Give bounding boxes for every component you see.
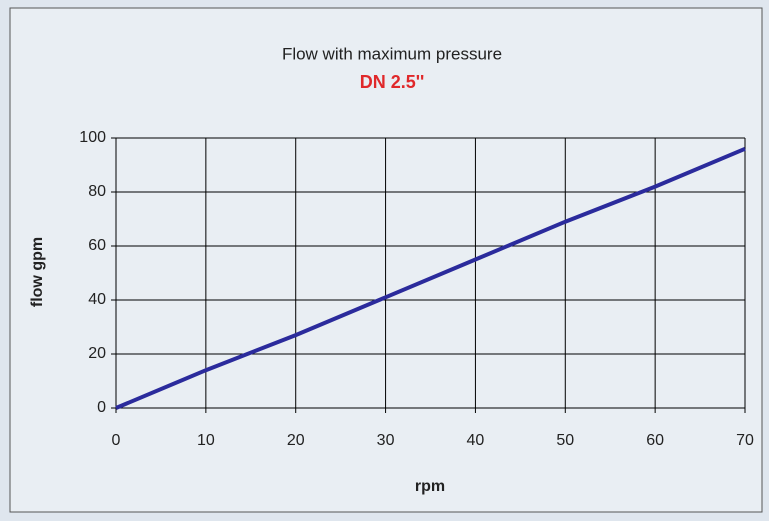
- x-tick-label: 0: [112, 432, 121, 449]
- y-tick-label: 20: [88, 345, 106, 362]
- y-tick-label: 0: [97, 399, 106, 416]
- y-tick-label: 80: [88, 183, 106, 200]
- x-tick-label: 70: [736, 432, 754, 449]
- x-tick-label: 50: [556, 432, 574, 449]
- y-tick-label: 60: [88, 237, 106, 254]
- chart-subtitle: DN 2.5'': [360, 72, 425, 92]
- x-axis-label: rpm: [415, 478, 445, 495]
- y-tick-label: 40: [88, 291, 106, 308]
- x-tick-label: 10: [197, 432, 215, 449]
- y-axis-label: flow gpm: [29, 237, 46, 307]
- y-tick-label: 100: [79, 129, 106, 146]
- page: Flow with maximum pressure DN 2.5'' rpm …: [0, 0, 769, 516]
- x-tick-label: 60: [646, 432, 664, 449]
- x-tick-label: 40: [467, 432, 485, 449]
- x-tick-label: 20: [287, 432, 305, 449]
- x-tick-label: 30: [377, 432, 395, 449]
- chart: Flow with maximum pressure DN 2.5'' rpm …: [0, 0, 769, 516]
- chart-title: Flow with maximum pressure: [282, 44, 502, 63]
